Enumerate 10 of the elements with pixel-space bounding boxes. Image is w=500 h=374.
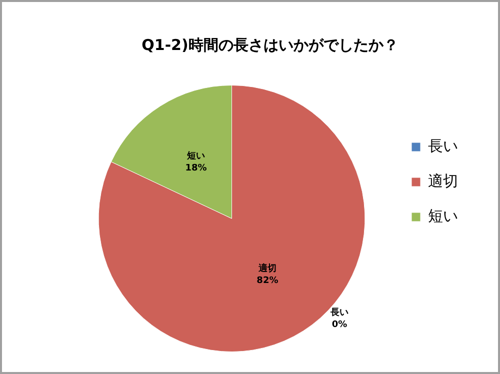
legend-label: 適切 (428, 172, 458, 190)
legend-label: 長い (428, 136, 458, 155)
data-label: 18% (185, 164, 207, 174)
data-label: 82% (256, 276, 278, 286)
legend-label: 短い (428, 206, 458, 225)
slice-label: 適切 (257, 263, 276, 274)
chart-title: Q1-2)時間の長さはいかがでしたか？ (142, 36, 398, 54)
category-label: 長い (330, 308, 348, 318)
text: 0% (332, 320, 348, 330)
slice-label: 短い (186, 150, 206, 162)
